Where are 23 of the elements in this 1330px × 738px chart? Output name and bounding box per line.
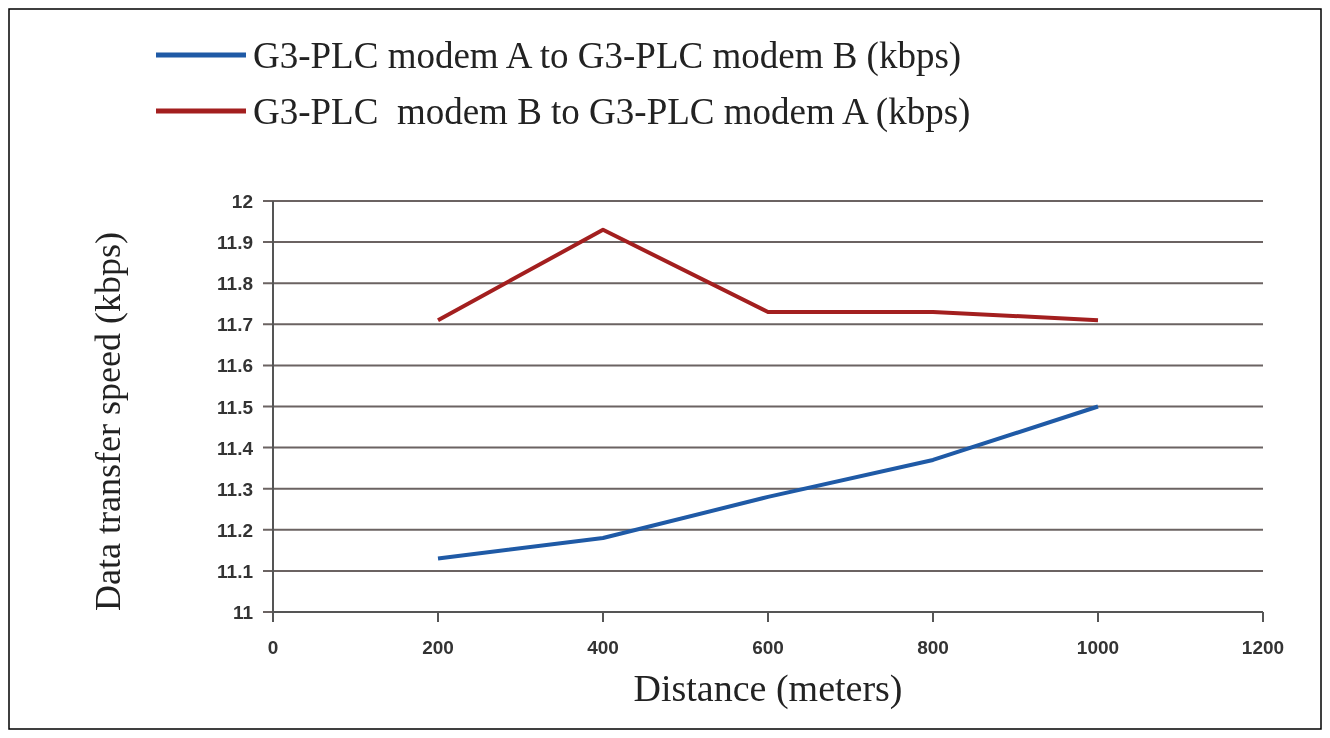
x-tick-label: 200 bbox=[422, 637, 454, 658]
y-axis-title: Data transfer speed (kbps) bbox=[88, 232, 128, 611]
legend-label: G3-PLC modem A to G3-PLC modem B (kbps) bbox=[253, 35, 962, 77]
x-tick-label: 1200 bbox=[1241, 637, 1285, 658]
x-tick-label: 800 bbox=[917, 637, 949, 658]
x-tick-label: 1000 bbox=[1076, 637, 1120, 658]
y-tick-label: 11.6 bbox=[217, 355, 253, 377]
y-tick-label: 11.7 bbox=[217, 314, 253, 336]
y-tick-label: 12 bbox=[231, 191, 253, 212]
y-tick-label: 11.3 bbox=[217, 478, 253, 500]
x-axis-title: Distance (meters) bbox=[633, 667, 903, 710]
y-tick-label: 11.5 bbox=[217, 396, 254, 418]
line-series bbox=[436, 404, 1100, 561]
y-tick-label: 11.4 bbox=[217, 437, 254, 459]
y-tick-label: 11.1 bbox=[217, 560, 254, 582]
x-tick-label: 600 bbox=[752, 637, 784, 658]
x-tick-label: 400 bbox=[587, 637, 619, 658]
y-tick-label: 11.8 bbox=[217, 273, 253, 295]
y-tick-label: 11.2 bbox=[217, 519, 253, 541]
legend-label: G3-PLC modem B to G3-PLC modem A (kbps) bbox=[253, 91, 971, 133]
y-tick-label: 11.9 bbox=[217, 232, 253, 254]
x-tick-label: 0 bbox=[267, 637, 279, 658]
y-tick-label: 11 bbox=[232, 602, 254, 623]
